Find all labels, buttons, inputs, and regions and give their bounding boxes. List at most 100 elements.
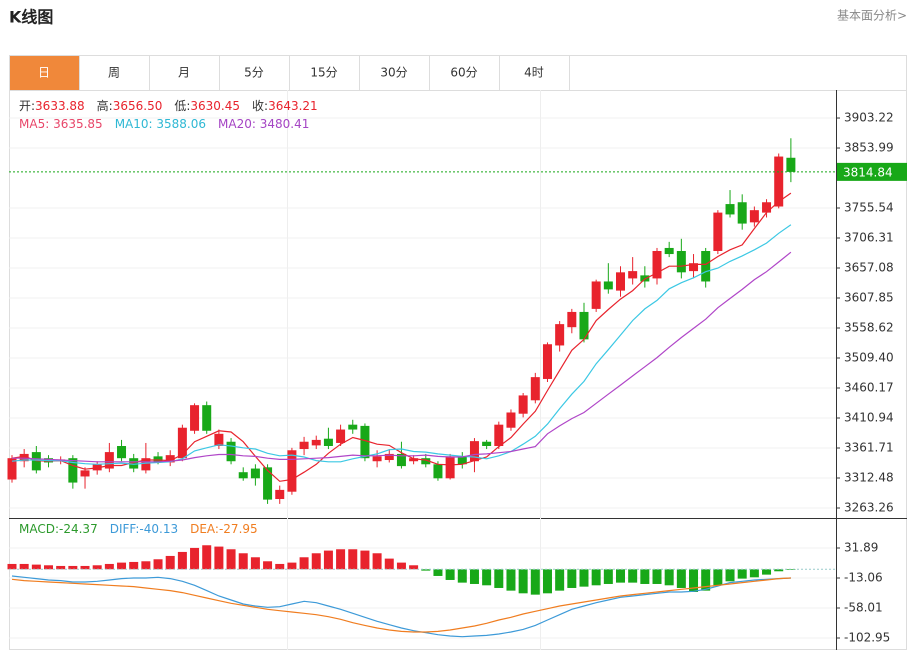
tab-bg[interactable] xyxy=(79,55,150,91)
tab-bg[interactable] xyxy=(149,55,220,91)
candle-body xyxy=(421,458,431,465)
candle-body xyxy=(786,157,796,172)
candle-body xyxy=(141,458,151,471)
y-tick-label: 3657.08 xyxy=(844,261,894,275)
candle-body xyxy=(104,452,114,469)
macd-bar xyxy=(494,569,504,588)
tab[interactable]: 日 xyxy=(38,66,50,80)
macd-bar xyxy=(591,569,601,586)
candle-body xyxy=(664,247,674,255)
y-tick-label: 3558.62 xyxy=(844,321,894,335)
series-line xyxy=(11,224,792,465)
macd-bar xyxy=(238,553,248,570)
y-tick-label: 31.89 xyxy=(844,541,878,555)
macd-bar xyxy=(214,546,224,570)
candle-body xyxy=(555,324,565,346)
last-price-box xyxy=(837,162,907,181)
candle-body xyxy=(457,456,467,465)
candle-body xyxy=(68,458,78,483)
tab[interactable]: 5分 xyxy=(244,66,264,80)
y-tick-label: 3263.26 xyxy=(844,501,894,515)
candle-body xyxy=(530,377,540,401)
macd-bar xyxy=(555,569,565,591)
info-value: 3643.21 xyxy=(268,99,318,113)
info-value: 3588.06 xyxy=(156,117,206,131)
candle-body xyxy=(202,405,212,431)
macd-bar xyxy=(616,569,625,583)
fundamental-link[interactable]: 基本面分析> xyxy=(837,9,907,23)
macd-bar xyxy=(129,561,139,570)
macd-bar xyxy=(190,547,200,570)
macd-bar xyxy=(749,569,759,578)
tab-bg[interactable] xyxy=(499,55,570,91)
macd-bar xyxy=(19,563,29,570)
info-label: 开: xyxy=(19,99,35,113)
macd-bar xyxy=(348,549,358,570)
candle-body xyxy=(469,441,479,462)
macd-bar xyxy=(275,563,285,570)
y-tick-label: 3853.99 xyxy=(844,141,894,155)
candle-body xyxy=(165,455,175,463)
macd-bar xyxy=(31,564,41,570)
candle-body xyxy=(117,446,127,459)
y-tick-label: 3460.17 xyxy=(844,381,894,395)
macd-bar xyxy=(445,569,455,580)
info-label: MA10: xyxy=(115,117,157,131)
macd-bar xyxy=(263,561,273,570)
macd-bar xyxy=(287,562,297,570)
y-tick-label: -102.95 xyxy=(844,630,890,644)
y-tick-label: 3706.31 xyxy=(844,231,894,245)
y-tick-label: 3607.85 xyxy=(844,291,894,305)
tab[interactable]: 4时 xyxy=(524,66,544,80)
candle-body xyxy=(323,438,333,447)
candle-body xyxy=(360,425,370,459)
candle-body xyxy=(129,458,139,469)
macd-bar xyxy=(250,557,260,570)
macd-bar xyxy=(469,569,479,584)
macd-bar xyxy=(676,569,686,588)
candle-body xyxy=(311,439,321,446)
macd-bar xyxy=(725,569,735,582)
info-label: DEA: xyxy=(190,522,219,536)
macd-bar xyxy=(44,565,54,570)
tab[interactable]: 月 xyxy=(178,66,190,80)
macd-bar xyxy=(80,565,90,570)
macd-bar xyxy=(202,545,212,570)
candle-body xyxy=(348,424,358,430)
y-tick-label: 3312.48 xyxy=(844,471,894,485)
series-line xyxy=(11,577,791,633)
candle-body xyxy=(676,250,686,273)
tab[interactable]: 周 xyxy=(108,66,120,80)
macd-bar xyxy=(603,569,613,584)
tab[interactable]: 60分 xyxy=(450,66,477,80)
candle-body xyxy=(725,204,735,215)
tab[interactable]: 15分 xyxy=(310,66,337,80)
info-value: 3656.50 xyxy=(113,99,163,113)
series-line xyxy=(11,192,792,482)
tab[interactable]: 30分 xyxy=(380,66,407,80)
last-price-label: 3814.84 xyxy=(843,165,893,179)
y-tick-label: 3509.40 xyxy=(844,351,894,365)
candle-body xyxy=(579,311,589,340)
info-value: 3633.88 xyxy=(35,99,85,113)
series-line xyxy=(12,251,792,463)
y-tick-label: -58.01 xyxy=(844,601,883,615)
candle-body xyxy=(701,250,711,282)
macd-bar xyxy=(701,569,711,591)
candle-body xyxy=(652,250,662,279)
y-tick-label: -13.06 xyxy=(844,571,883,585)
macd-bar xyxy=(372,553,382,570)
candle-body xyxy=(31,452,41,471)
candle-body xyxy=(250,468,260,479)
candle-body xyxy=(494,424,504,447)
macd-bar xyxy=(482,569,492,586)
macd-bar xyxy=(92,565,102,570)
candle-body xyxy=(774,156,784,207)
macd-info: MACD:-24.37 DIFF:-40.13 DEA:-27.95 xyxy=(19,522,258,536)
macd-bar xyxy=(652,569,662,584)
macd-bar xyxy=(153,559,163,570)
tab-bg[interactable] xyxy=(359,55,430,91)
candle-body xyxy=(226,441,236,462)
